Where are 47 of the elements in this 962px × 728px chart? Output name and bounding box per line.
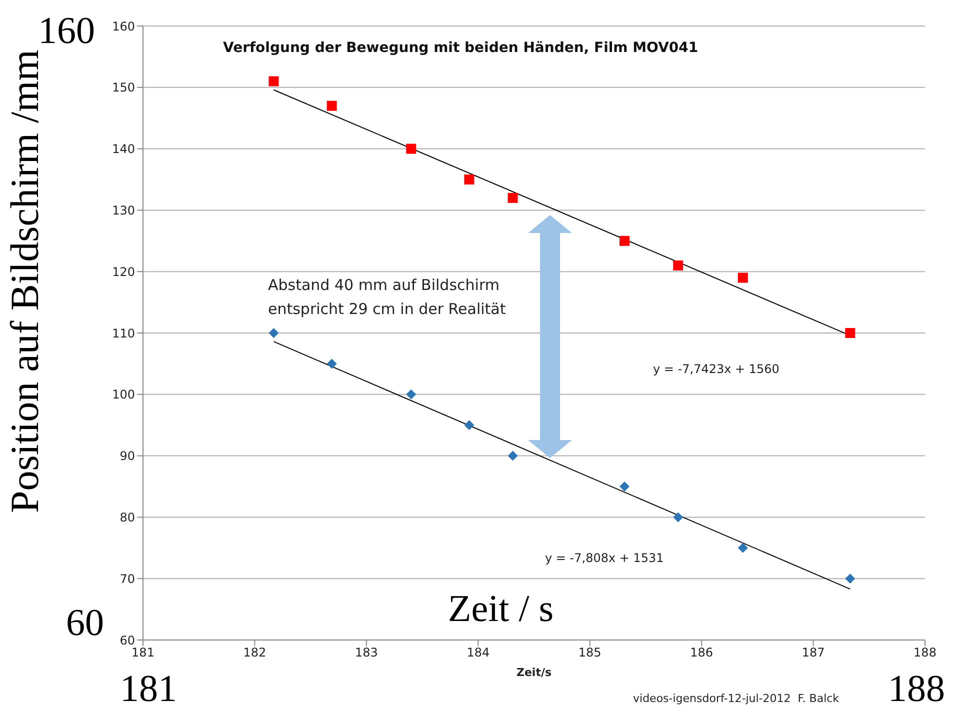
point: [738, 542, 748, 553]
text: 60: [66, 602, 104, 644]
y-tick-label: 80: [120, 510, 135, 524]
x-tick-label: 183: [354, 646, 378, 660]
point: [619, 236, 630, 246]
point: [508, 192, 518, 203]
y-tick-label: 140: [112, 142, 135, 156]
point: [673, 260, 684, 270]
annotation: y = -7,7423x + 1560: [653, 360, 780, 380]
point: [464, 174, 474, 184]
x-tick-label: 184: [466, 646, 490, 660]
text: Verfolgung der Bewegung mit beiden Händen, Film MOV041: [223, 40, 698, 56]
y-tick-label: 130: [112, 203, 135, 218]
y-tick-label: 100: [112, 388, 135, 402]
annotation: y = -7,808x + 1531: [545, 549, 664, 568]
y-tick-label: 60: [120, 633, 135, 648]
point: [845, 328, 856, 338]
y-tick-label: 160: [112, 19, 135, 34]
point: [326, 358, 337, 369]
x-tick-label: 182: [243, 646, 266, 660]
point: [738, 272, 748, 283]
annotation: Zeit / s: [448, 588, 554, 630]
point: [845, 574, 856, 584]
point: [326, 100, 337, 111]
point: [464, 420, 474, 430]
y-tick-label: 90: [120, 449, 135, 464]
x-tick-label: 186: [690, 646, 714, 660]
point: [406, 144, 416, 154]
y-axis-title: Position auf Bildschirm /mm: [2, 50, 48, 513]
y-tick-label: 120: [112, 264, 135, 279]
x-tick-label: 185: [578, 646, 602, 660]
x-tick-label: 188: [914, 646, 936, 660]
text: videos-igensdorf-12-jul-2012 F. Balck: [633, 690, 840, 708]
point: [406, 389, 416, 400]
x-axis-title: Zeit/s: [516, 666, 552, 679]
y-tick-label: 150: [112, 80, 135, 95]
point: [268, 328, 279, 338]
y-tick-label: 110: [112, 326, 135, 340]
x-tick-label: 181: [132, 646, 154, 660]
y-tick-label: 70: [120, 572, 135, 586]
point: [508, 450, 518, 461]
point: [619, 482, 630, 492]
point: [268, 76, 279, 86]
annotation: Abstand 40 mm auf Bildschirm entspricht 29 cm in der Realität: [268, 273, 506, 321]
x-tick-label: 187: [802, 646, 825, 660]
point: [673, 512, 684, 522]
text: 160: [38, 10, 95, 52]
